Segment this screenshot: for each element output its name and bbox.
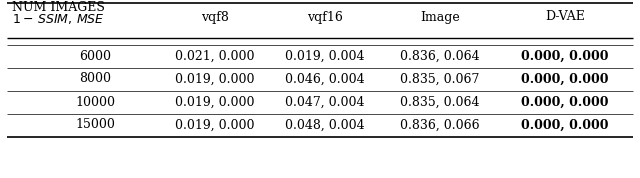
Text: vqf8: vqf8	[201, 11, 229, 23]
Text: 0.000, 0.000: 0.000, 0.000	[521, 96, 609, 109]
Text: 0.019, 0.004: 0.019, 0.004	[285, 49, 365, 62]
Text: Image: Image	[420, 11, 460, 23]
Text: 0.835, 0.067: 0.835, 0.067	[400, 72, 480, 85]
Text: 0.019, 0.000: 0.019, 0.000	[175, 119, 255, 132]
Text: 15000: 15000	[75, 119, 115, 132]
Text: 8000: 8000	[79, 72, 111, 85]
Text: $1-$$\,\mathit{SSIM}$$,\,\mathit{MSE}$: $1-$$\,\mathit{SSIM}$$,\,\mathit{MSE}$	[12, 12, 105, 26]
Text: 0.836, 0.066: 0.836, 0.066	[400, 119, 480, 132]
Text: 0.048, 0.004: 0.048, 0.004	[285, 119, 365, 132]
Text: 0.019, 0.000: 0.019, 0.000	[175, 96, 255, 109]
Text: 0.836, 0.064: 0.836, 0.064	[400, 49, 480, 62]
Text: 0.835, 0.064: 0.835, 0.064	[400, 96, 480, 109]
Text: 0.046, 0.004: 0.046, 0.004	[285, 72, 365, 85]
Text: vqf16: vqf16	[307, 11, 343, 23]
Text: 0.047, 0.004: 0.047, 0.004	[285, 96, 365, 109]
Text: 0.000, 0.000: 0.000, 0.000	[521, 72, 609, 85]
Text: 6000: 6000	[79, 49, 111, 62]
Text: 0.021, 0.000: 0.021, 0.000	[175, 49, 255, 62]
Text: 0.019, 0.000: 0.019, 0.000	[175, 72, 255, 85]
Text: 0.000, 0.000: 0.000, 0.000	[521, 119, 609, 132]
Text: NUM IMAGES: NUM IMAGES	[12, 1, 105, 14]
Text: 0.000, 0.000: 0.000, 0.000	[521, 49, 609, 62]
Text: D-VAE: D-VAE	[545, 11, 585, 23]
Text: 10000: 10000	[75, 96, 115, 109]
